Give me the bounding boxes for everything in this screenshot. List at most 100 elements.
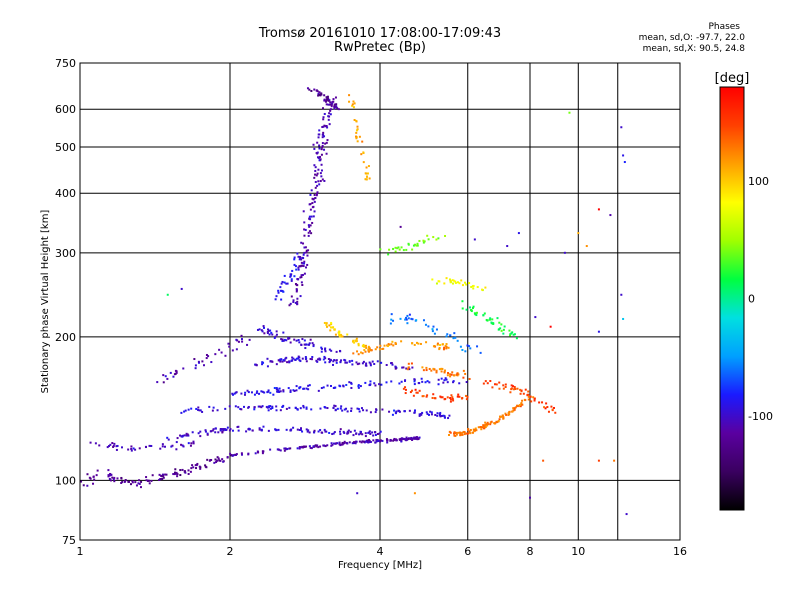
data-point — [335, 103, 338, 106]
data-point — [319, 172, 322, 175]
data-point — [358, 433, 361, 436]
data-point — [262, 361, 265, 364]
data-point — [274, 298, 277, 301]
data-point — [181, 468, 184, 471]
data-point — [257, 451, 260, 454]
data-point — [330, 103, 333, 106]
data-point — [401, 366, 404, 369]
data-point — [312, 215, 315, 218]
data-point — [444, 369, 447, 372]
data-point — [289, 302, 292, 305]
data-point — [170, 445, 173, 448]
data-point — [173, 471, 176, 474]
data-point — [465, 398, 468, 401]
data-point — [175, 448, 178, 451]
data-point — [120, 476, 123, 479]
data-point — [328, 361, 331, 364]
data-point — [247, 406, 250, 409]
data-point — [427, 413, 430, 416]
phase-summary-o: mean, sd,O: -97.7, 22.0 — [638, 33, 745, 43]
data-point — [339, 428, 342, 431]
data-point — [256, 328, 259, 331]
data-point — [416, 242, 419, 245]
data-point — [426, 380, 429, 383]
data-point — [330, 105, 333, 108]
data-point — [214, 458, 217, 461]
data-point — [204, 464, 207, 467]
colorbar-tick-label: 100 — [748, 175, 769, 188]
data-point — [195, 467, 198, 470]
data-point — [505, 413, 508, 416]
data-point — [171, 444, 174, 447]
data-point — [530, 400, 533, 403]
data-point — [258, 405, 261, 408]
data-point — [233, 392, 236, 395]
data-point — [295, 357, 298, 360]
data-point — [339, 430, 342, 433]
data-point — [317, 133, 320, 136]
data-point — [408, 368, 411, 371]
data-point — [426, 234, 429, 237]
data-point — [176, 473, 179, 476]
data-point — [538, 401, 541, 404]
data-point — [364, 432, 367, 435]
data-point — [300, 343, 303, 346]
data-point — [449, 431, 452, 434]
data-point — [148, 444, 151, 447]
data-point — [282, 339, 285, 342]
data-point — [124, 479, 127, 482]
data-point — [232, 393, 235, 396]
data-point — [295, 288, 298, 291]
data-point — [275, 405, 278, 408]
data-point — [417, 342, 420, 345]
data-point — [532, 396, 535, 399]
x-tick-label: 8 — [527, 545, 534, 558]
data-point — [229, 452, 232, 455]
data-point — [468, 345, 471, 348]
data-point — [348, 94, 351, 97]
data-point — [362, 440, 365, 443]
data-point — [418, 414, 421, 417]
data-point — [253, 408, 256, 411]
data-point — [218, 459, 221, 462]
data-point — [512, 407, 515, 410]
data-point — [364, 381, 367, 384]
data-point — [356, 128, 359, 131]
data-point — [316, 191, 319, 194]
data-point — [239, 407, 242, 410]
data-point — [161, 443, 164, 446]
data-point — [371, 431, 374, 434]
data-point — [398, 248, 401, 251]
data-point — [307, 343, 310, 346]
data-point — [299, 256, 302, 259]
data-point — [302, 406, 305, 409]
data-point — [159, 447, 162, 450]
data-point — [495, 383, 498, 386]
data-point — [82, 484, 85, 487]
data-point — [361, 433, 364, 436]
data-point — [500, 323, 503, 326]
data-point — [421, 395, 424, 398]
data-point — [409, 437, 412, 440]
data-point — [400, 439, 403, 442]
data-point — [260, 406, 263, 409]
data-point — [529, 496, 531, 499]
data-point — [305, 251, 308, 254]
data-point — [512, 388, 515, 391]
data-point — [289, 341, 292, 344]
data-point — [394, 365, 397, 368]
data-point — [305, 357, 308, 360]
data-point — [366, 439, 369, 442]
data-point — [120, 446, 123, 449]
data-point — [597, 459, 600, 462]
data-point — [435, 328, 438, 331]
data-point — [354, 440, 357, 443]
data-point — [409, 391, 412, 394]
data-point — [175, 471, 178, 474]
data-point — [469, 347, 472, 350]
data-point — [335, 105, 338, 108]
data-point — [137, 482, 140, 485]
data-point — [318, 183, 321, 186]
data-point — [338, 332, 341, 335]
data-point — [332, 407, 335, 410]
